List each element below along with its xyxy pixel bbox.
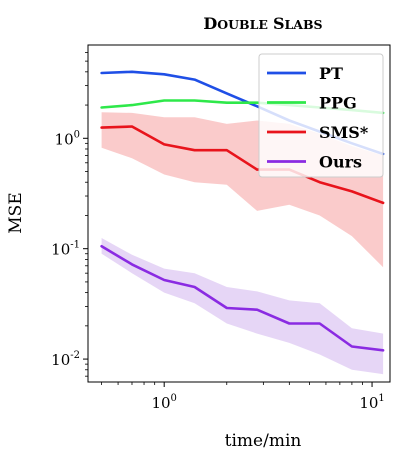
title-cap-2: S [273, 14, 285, 33]
line-ours [100, 245, 385, 352]
legend-label: PT [319, 64, 343, 83]
x-tick-label: 101 [359, 393, 384, 412]
chart-title: DOUBLE SLABS [203, 14, 322, 33]
x-tick-label: 100 [151, 393, 176, 412]
x-axis-label: time/min [225, 431, 302, 449]
legend-label: SMS* [319, 123, 369, 142]
plot-frame [87, 44, 391, 383]
legend-label: Ours [319, 153, 362, 172]
title-rest-2: LABS [285, 17, 323, 32]
y-axis-label: MSE [6, 192, 26, 233]
title-rest-1: OUBLE [217, 17, 268, 32]
legend-box [258, 53, 384, 178]
legend: PT PPG SMS* Ours [258, 53, 384, 178]
y-tick-label: 10-2 [51, 350, 80, 369]
line-sms [100, 125, 385, 205]
y-tick-label: 10-1 [51, 240, 80, 259]
legend-label: PPG [319, 94, 357, 113]
y-tick-label: 100 [55, 129, 80, 148]
title-cap-1: D [203, 14, 217, 33]
band-ours [101, 238, 384, 375]
